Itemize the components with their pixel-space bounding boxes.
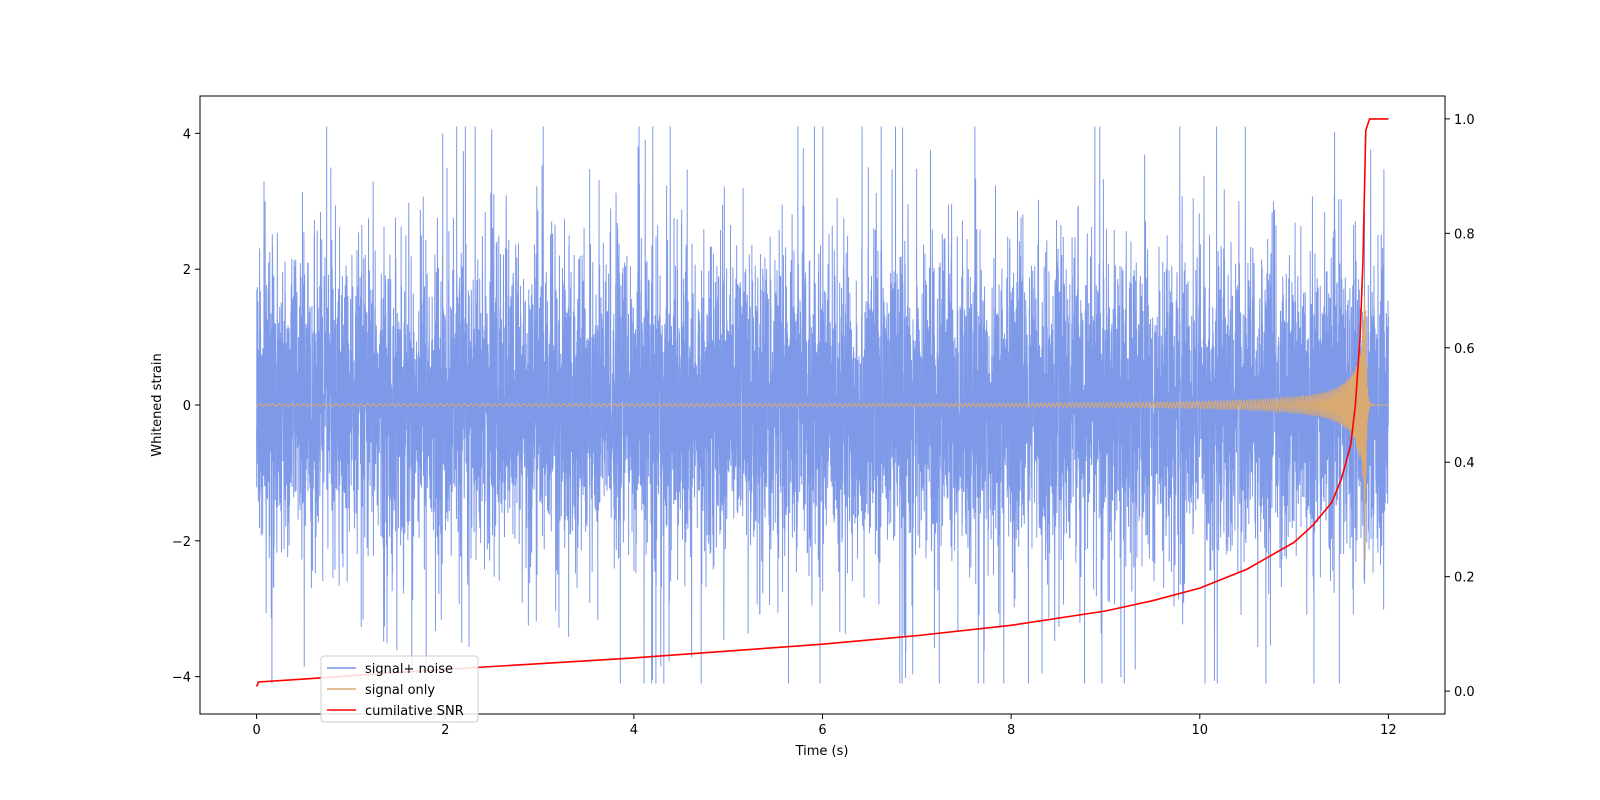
y-axis-right: 0.0 0.2 0.4 0.6 0.8 1.0 xyxy=(1445,113,1475,700)
legend: signal+ noise signal only cumilative SNR xyxy=(320,655,479,723)
plot-area xyxy=(255,118,1389,687)
x-tick-label: 12 xyxy=(1380,723,1397,738)
y-tick-label: −2 xyxy=(172,535,191,550)
x-tick-label: 4 xyxy=(630,723,638,738)
legend-label-cumulative-snr: cumilative SNR xyxy=(365,704,464,719)
x-tick-label: 8 xyxy=(1007,723,1015,738)
y2-tick-label: 0.6 xyxy=(1454,342,1475,357)
y2-tick-label: 0.0 xyxy=(1454,685,1475,700)
y-tick-label: 0 xyxy=(183,399,191,414)
y2-tick-label: 0.4 xyxy=(1454,456,1475,471)
x-tick-label: 6 xyxy=(818,723,826,738)
legend-label-signal-only: signal only xyxy=(365,683,435,698)
y-tick-label: −4 xyxy=(172,671,191,686)
x-axis-label: Time (s) xyxy=(795,744,849,759)
series-signal-plus-noise-line xyxy=(256,126,1389,684)
y-tick-label: 2 xyxy=(183,263,191,278)
x-tick-label: 10 xyxy=(1191,723,1208,738)
legend-label-signal-plus-noise: signal+ noise xyxy=(365,662,453,677)
x-tick-label: 0 xyxy=(252,723,260,738)
y2-tick-label: 0.2 xyxy=(1454,571,1475,586)
x-axis: 0 2 4 6 8 10 12 xyxy=(252,714,1397,738)
legend-box xyxy=(320,655,479,723)
y-axis-left: −4 −2 0 2 4 xyxy=(172,127,200,686)
y-tick-label: 4 xyxy=(183,127,191,142)
y2-tick-label: 1.0 xyxy=(1454,113,1475,128)
series-signal-only-line xyxy=(256,297,1389,563)
x-tick-label: 2 xyxy=(441,723,449,738)
y-axis-label: Whitened strain xyxy=(150,353,165,456)
y2-tick-label: 0.8 xyxy=(1454,227,1475,242)
